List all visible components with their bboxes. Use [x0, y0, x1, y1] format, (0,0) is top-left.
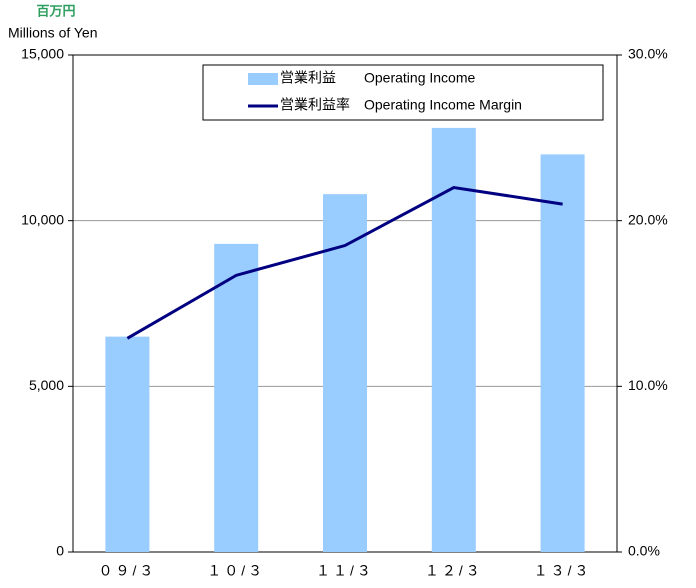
x-tick-label: １１/３	[316, 563, 374, 579]
bar	[105, 336, 150, 552]
y-tick-label: 5,000	[29, 377, 64, 393]
legend-label: 営業利益 Operating Income	[280, 70, 475, 86]
y2-tick-label: 20.0%	[628, 211, 668, 227]
y-tick-label: 15,000	[21, 46, 64, 62]
y2-tick-label: 10.0%	[628, 377, 668, 393]
x-tick-label: ０９/３	[98, 563, 156, 579]
legend-swatch	[248, 73, 278, 85]
x-tick-label: １０/３	[207, 563, 265, 579]
bar	[323, 194, 367, 552]
bar	[214, 243, 259, 553]
unit-label: Millions of Yen	[8, 25, 98, 41]
line	[126, 185, 563, 340]
bar	[431, 127, 476, 552]
legend-label: 営業利益率 Operating Income Margin	[280, 97, 522, 113]
x-tick-label: １２/３	[425, 563, 483, 579]
unit-label-jp: 百万円	[36, 3, 75, 18]
y2-tick-label: 30.0%	[628, 46, 668, 62]
bar	[540, 154, 585, 552]
y-tick-label: 10,000	[21, 211, 64, 227]
y2-tick-label: 0.0%	[628, 543, 660, 559]
y-tick-label: 0	[56, 543, 64, 559]
x-tick-label: １３/３	[534, 563, 592, 579]
